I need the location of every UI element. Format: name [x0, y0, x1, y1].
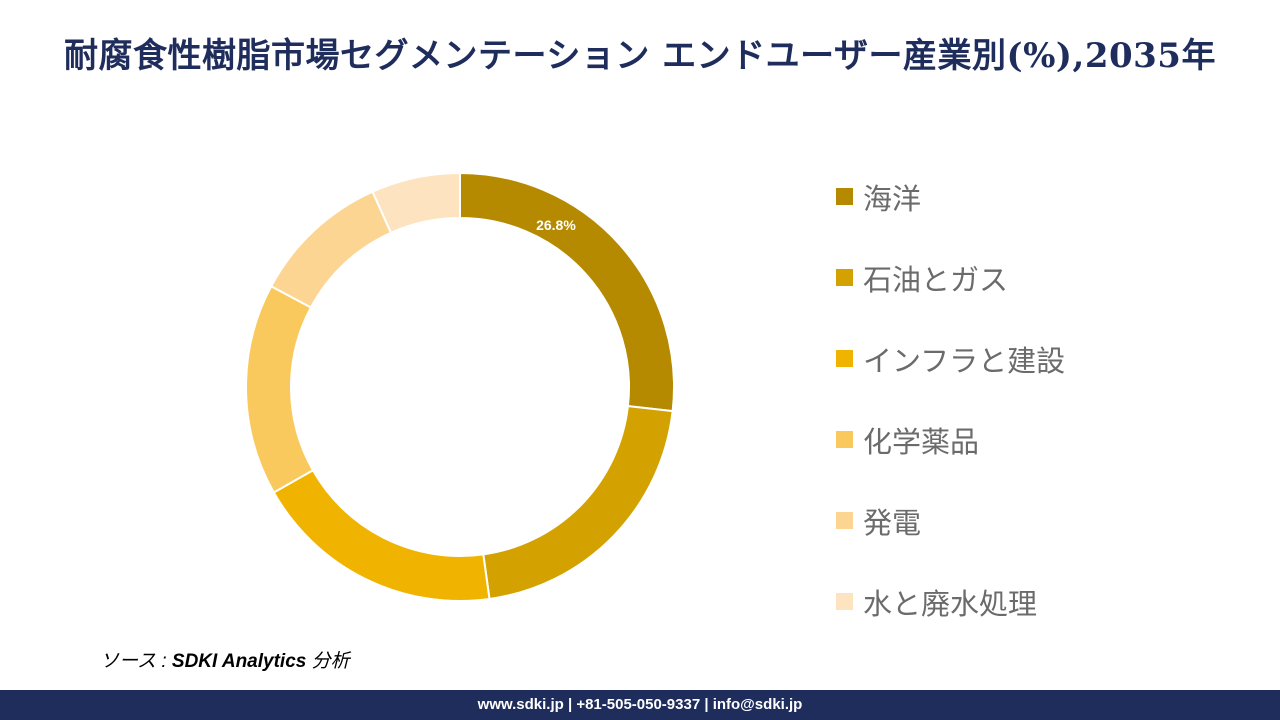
legend-label: 水と廃水処理 — [863, 586, 1038, 621]
legend-swatch — [836, 593, 853, 610]
legend-label: 石油とガス — [863, 262, 1009, 297]
legend-item: インフラと建設 — [836, 318, 1065, 399]
donut-chart: 26.8% — [245, 171, 675, 602]
source-name: SDKI Analytics — [171, 651, 307, 672]
source-prefix: ソース : — [100, 651, 172, 672]
legend-label: インフラと建設 — [863, 343, 1066, 378]
legend-label: 発電 — [863, 505, 922, 540]
footer-contact: www.sdki.jp | +81-505-050-9337 | info@sd… — [0, 690, 1280, 720]
legend-label: 海洋 — [863, 181, 922, 216]
donut-slice-3 — [272, 468, 491, 602]
legend-swatch — [836, 269, 853, 286]
donut-slice-4 — [245, 284, 315, 494]
legend-swatch — [836, 512, 853, 529]
chart-title: 耐腐食性樹脂市場セグメンテーション エンドユーザー産業別(%),2035年 — [64, 36, 1216, 76]
legend-swatch — [836, 431, 853, 448]
donut-slice-5 — [269, 190, 393, 309]
donut-slice-2 — [482, 404, 674, 601]
legend-item: 海洋 — [836, 156, 1065, 237]
legend-item: 石油とガス — [836, 237, 1065, 318]
legend-item: 発電 — [836, 480, 1065, 561]
source-note: ソース : SDKI Analytics 分析 — [100, 646, 350, 673]
legend-swatch — [836, 188, 853, 205]
source-suffix: 分析 — [306, 651, 350, 672]
legend-item: 水と廃水処理 — [836, 561, 1065, 642]
legend-item: 化学薬品 — [836, 399, 1065, 480]
data-label-1: 26.8% — [536, 217, 576, 233]
legend-label: 化学薬品 — [863, 424, 980, 459]
donut-slice-1 — [459, 171, 675, 413]
donut-slice-6 — [371, 171, 461, 235]
legend-swatch — [836, 350, 853, 367]
chart-legend: 海洋石油とガスインフラと建設 化学薬品発電水と廃水処理 — [836, 156, 1065, 642]
